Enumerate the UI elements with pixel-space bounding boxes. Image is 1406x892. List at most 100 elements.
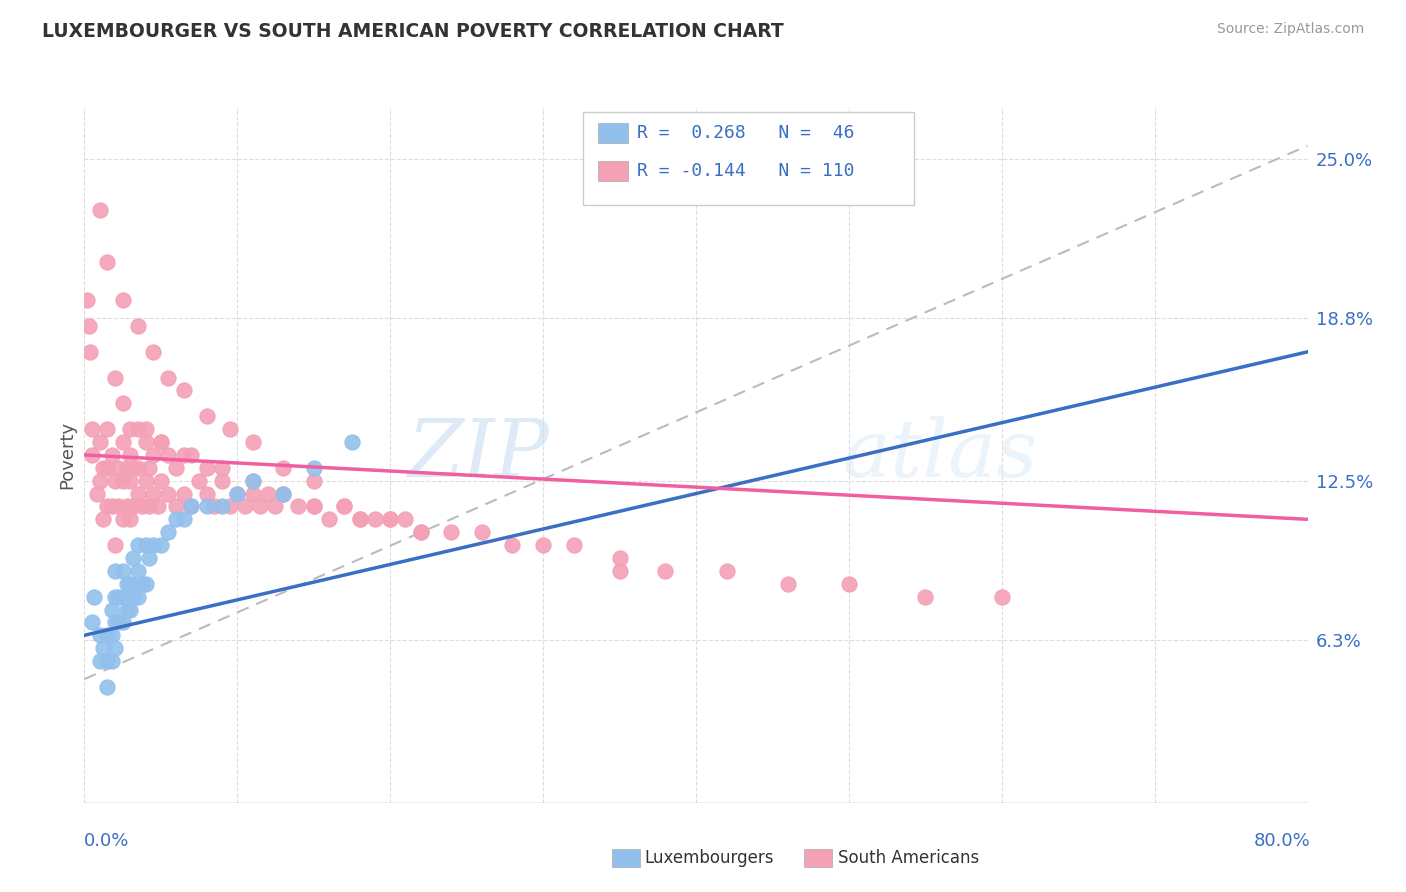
Point: [440, 525, 463, 540]
Point: [264, 500, 287, 514]
Point: [91, 512, 114, 526]
Point: [242, 474, 264, 488]
Point: [115, 602, 138, 616]
Text: 0.0%: 0.0%: [84, 832, 129, 850]
Point: [180, 500, 202, 514]
Point: [242, 486, 264, 500]
Point: [157, 525, 180, 540]
Point: [149, 435, 172, 450]
Point: [211, 474, 233, 488]
Point: [776, 576, 799, 591]
Point: [142, 486, 165, 500]
Point: [104, 641, 127, 656]
Text: South Americans: South Americans: [838, 849, 979, 867]
Point: [96, 500, 118, 514]
Point: [120, 448, 142, 462]
Point: [138, 500, 160, 514]
Point: [76, 293, 98, 308]
Point: [302, 474, 325, 488]
Point: [89, 435, 111, 450]
Point: [609, 564, 631, 578]
Point: [120, 512, 142, 526]
Point: [211, 460, 233, 475]
Text: atlas: atlas: [842, 417, 1038, 493]
Point: [173, 512, 195, 526]
Point: [104, 370, 127, 384]
Point: [120, 602, 142, 616]
Text: Luxembourgers: Luxembourgers: [644, 849, 773, 867]
Point: [142, 344, 165, 359]
Point: [91, 641, 114, 656]
Point: [89, 203, 111, 218]
Point: [89, 474, 111, 488]
Point: [233, 500, 256, 514]
Point: [104, 564, 127, 578]
Point: [287, 500, 309, 514]
Point: [120, 474, 142, 488]
Point: [104, 615, 127, 630]
Point: [380, 512, 402, 526]
Point: [142, 538, 165, 552]
Point: [218, 422, 240, 436]
Point: [271, 486, 294, 500]
Y-axis label: Poverty: Poverty: [58, 421, 76, 489]
Point: [409, 525, 432, 540]
Point: [111, 590, 134, 604]
Point: [96, 460, 118, 475]
Point: [122, 551, 145, 566]
Point: [104, 538, 127, 552]
Point: [77, 319, 100, 334]
Point: [135, 538, 157, 552]
Point: [157, 448, 180, 462]
Point: [318, 512, 340, 526]
Point: [195, 500, 218, 514]
Point: [127, 486, 149, 500]
Point: [271, 486, 294, 500]
Point: [111, 474, 134, 488]
Point: [111, 396, 134, 410]
Point: [146, 500, 169, 514]
Point: [107, 615, 129, 630]
Point: [226, 486, 249, 500]
Point: [127, 590, 149, 604]
Point: [96, 628, 118, 642]
Point: [122, 460, 145, 475]
Point: [101, 654, 124, 668]
Point: [165, 500, 187, 514]
Point: [609, 551, 631, 566]
Point: [364, 512, 387, 526]
Point: [302, 500, 325, 514]
Point: [83, 590, 105, 604]
Point: [149, 538, 172, 552]
Point: [91, 460, 114, 475]
Point: [173, 486, 195, 500]
Point: [104, 474, 127, 488]
Point: [333, 500, 356, 514]
Point: [271, 486, 294, 500]
Point: [218, 500, 240, 514]
Point: [101, 500, 124, 514]
Point: [188, 474, 211, 488]
Point: [716, 564, 738, 578]
Point: [302, 500, 325, 514]
Text: R = -0.144   N = 110: R = -0.144 N = 110: [637, 162, 855, 180]
Point: [101, 628, 124, 642]
Point: [127, 319, 149, 334]
Point: [226, 486, 249, 500]
Text: ZIP: ZIP: [408, 417, 550, 493]
Point: [180, 500, 202, 514]
Point: [157, 370, 180, 384]
Point: [111, 615, 134, 630]
Point: [257, 486, 280, 500]
Text: 80.0%: 80.0%: [1254, 832, 1310, 850]
Point: [79, 344, 101, 359]
Point: [101, 602, 124, 616]
Point: [502, 538, 524, 552]
Point: [195, 486, 218, 500]
Point: [115, 576, 138, 591]
Point: [120, 422, 142, 436]
Point: [138, 551, 160, 566]
Point: [302, 460, 325, 475]
Point: [80, 422, 103, 436]
Point: [131, 500, 153, 514]
